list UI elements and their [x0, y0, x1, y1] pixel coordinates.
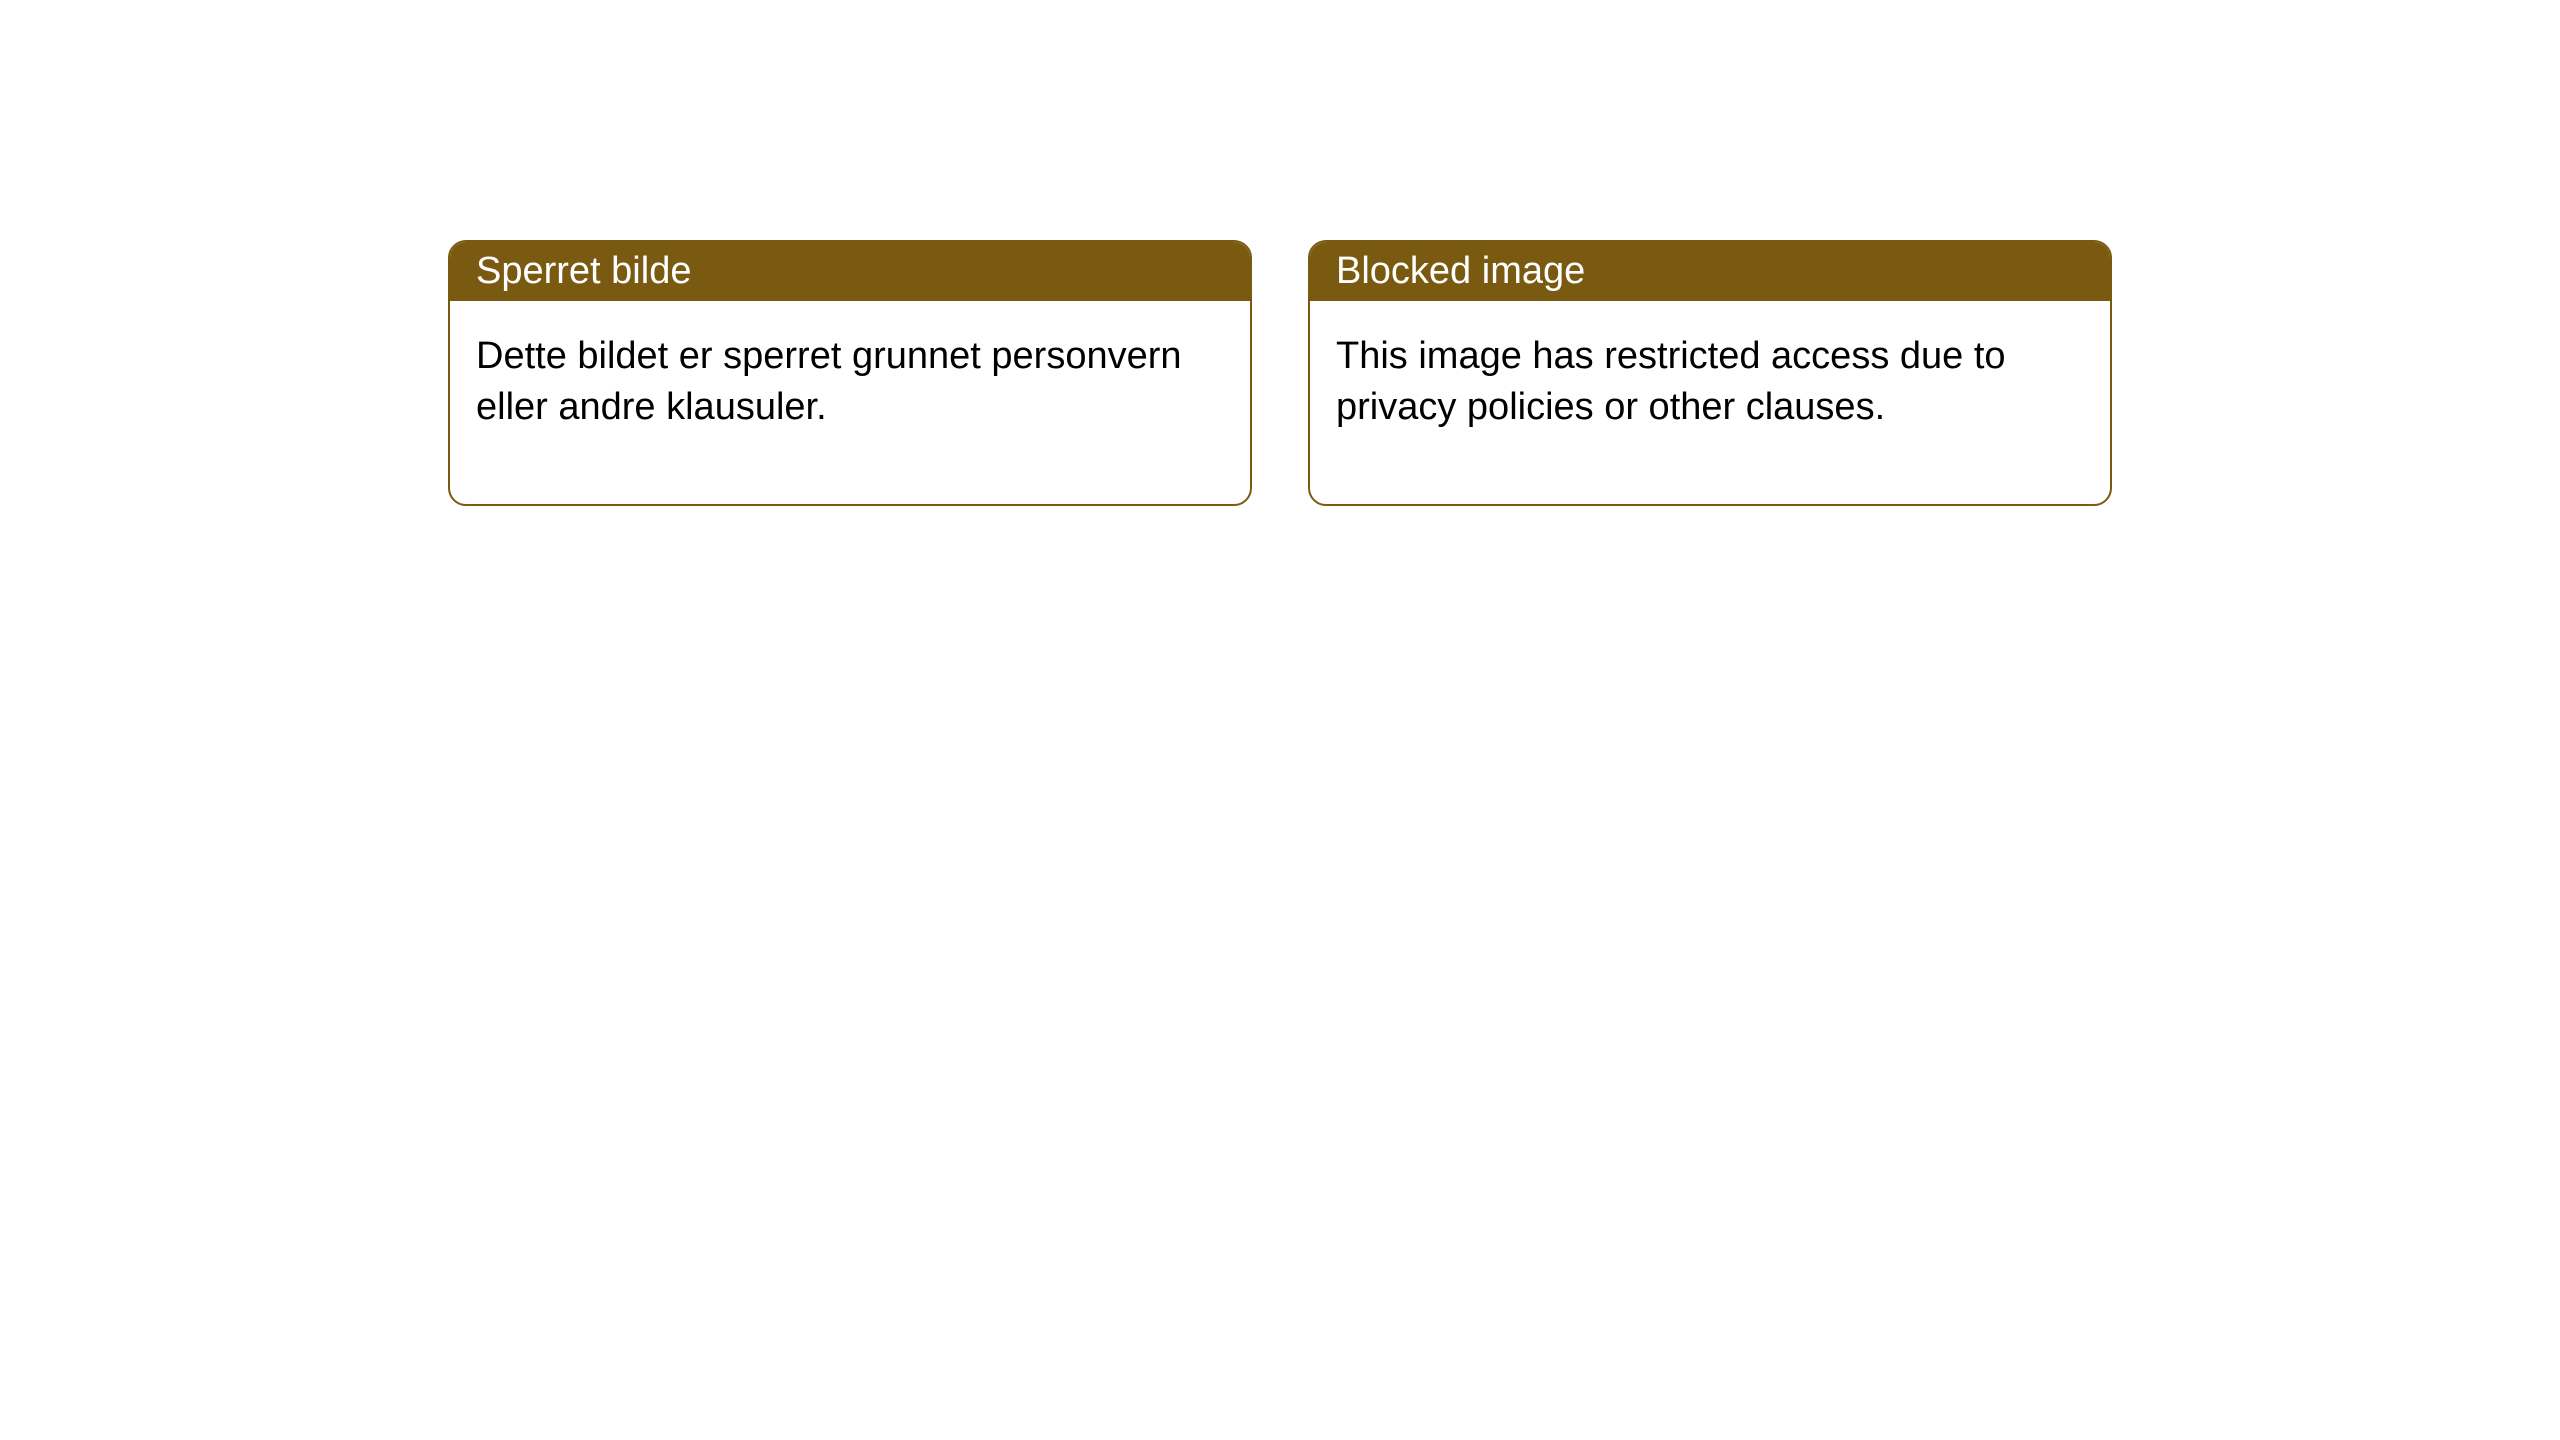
card-body-text: Dette bildet er sperret grunnet personve… [476, 335, 1182, 428]
card-title: Sperret bilde [476, 250, 691, 292]
card-header: Blocked image [1310, 242, 2110, 301]
card-title: Blocked image [1336, 250, 1585, 292]
notice-card-english: Blocked image This image has restricted … [1308, 240, 2112, 506]
card-header: Sperret bilde [450, 242, 1250, 301]
card-body: Dette bildet er sperret grunnet personve… [450, 301, 1250, 504]
card-body: This image has restricted access due to … [1310, 301, 2110, 504]
notice-card-norwegian: Sperret bilde Dette bildet er sperret gr… [448, 240, 1252, 506]
notice-container: Sperret bilde Dette bildet er sperret gr… [448, 240, 2112, 506]
card-body-text: This image has restricted access due to … [1336, 335, 2006, 428]
